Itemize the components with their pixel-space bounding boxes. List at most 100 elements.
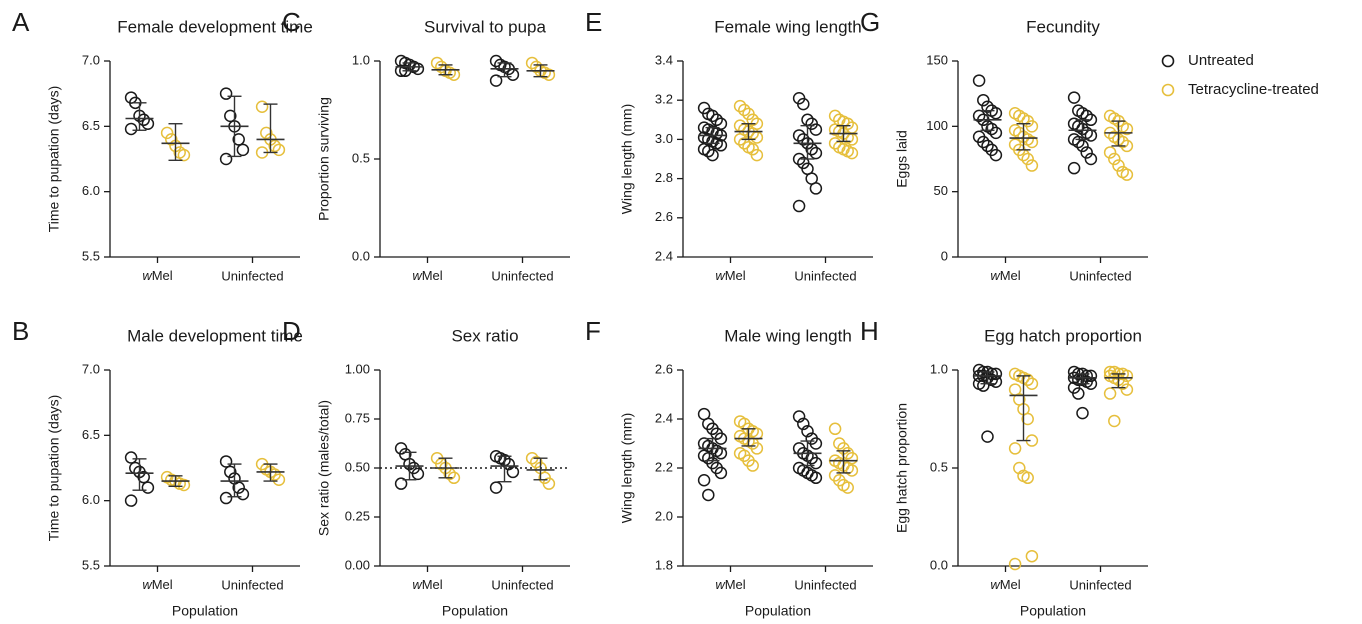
chart-title: Male development time xyxy=(127,326,303,345)
panel-letter: D xyxy=(282,316,301,346)
y-axis-label: Time to pupation (days) xyxy=(46,395,62,542)
data-point xyxy=(1021,412,1034,426)
data-point xyxy=(972,74,986,87)
data-point xyxy=(792,199,806,213)
data-point xyxy=(177,148,191,162)
y-tick-label: 3.0 xyxy=(655,131,673,146)
data-point xyxy=(219,87,233,100)
legend-label: Untreated xyxy=(1188,52,1254,69)
data-point xyxy=(977,379,990,392)
panel-letter: G xyxy=(860,7,880,37)
data-point xyxy=(750,148,764,162)
x-tick-label: Uninfected xyxy=(1069,577,1131,592)
data-point xyxy=(1108,414,1121,428)
data-point xyxy=(268,139,281,153)
data-point xyxy=(797,417,810,431)
y-tick-label: 7.0 xyxy=(82,52,100,67)
chart-title: Female development time xyxy=(117,17,313,36)
y-tick-label: 0.5 xyxy=(352,150,370,165)
x-tick-label: Uninfected xyxy=(491,577,553,592)
legend-marker xyxy=(1161,83,1175,97)
x-tick-label: Uninfected xyxy=(221,268,283,283)
y-tick-label: 0.5 xyxy=(930,459,948,474)
data-point xyxy=(1084,152,1098,166)
data-point xyxy=(411,62,425,76)
y-tick-label: 2.4 xyxy=(655,410,673,425)
data-point xyxy=(1008,557,1022,571)
y-tick-label: 0.25 xyxy=(345,508,370,523)
data-point xyxy=(738,137,751,150)
data-point xyxy=(1067,161,1081,175)
data-point xyxy=(160,126,174,140)
y-tick-label: 100 xyxy=(926,118,948,133)
data-point xyxy=(1021,471,1034,485)
data-point xyxy=(394,477,408,490)
data-point xyxy=(1080,109,1093,123)
x-tick-label: wMel xyxy=(142,577,172,592)
data-point xyxy=(1025,120,1039,133)
chart-title: Sex ratio xyxy=(451,326,518,345)
y-tick-label: 3.4 xyxy=(655,52,673,67)
data-point xyxy=(977,93,990,107)
data-point xyxy=(489,54,503,68)
y-axis-label: Egg hatch proportion xyxy=(894,403,910,533)
data-point xyxy=(706,109,719,123)
data-point xyxy=(733,99,747,113)
y-tick-label: 0 xyxy=(941,248,948,263)
x-tick-label: Uninfected xyxy=(221,577,283,592)
legend-label: Tetracycline-treated xyxy=(1188,81,1319,98)
data-point xyxy=(141,481,155,494)
y-tick-label: 2.6 xyxy=(655,361,673,376)
y-axis-label: Proportion surviving xyxy=(316,97,332,221)
data-point xyxy=(845,133,859,146)
data-point xyxy=(1120,168,1134,181)
data-point xyxy=(977,135,990,149)
chart-title: Male wing length xyxy=(724,326,852,345)
data-point xyxy=(1116,135,1129,149)
data-point xyxy=(750,442,764,455)
data-point xyxy=(124,451,138,464)
chart-title: Egg hatch proportion xyxy=(984,326,1142,345)
data-point xyxy=(411,467,425,481)
data-point xyxy=(1076,139,1089,153)
y-tick-label: 6.5 xyxy=(82,427,100,442)
data-point xyxy=(697,474,711,487)
data-point xyxy=(137,113,150,127)
data-point xyxy=(1103,146,1117,159)
y-tick-label: 2.8 xyxy=(655,170,673,185)
data-point xyxy=(801,425,814,438)
data-point xyxy=(542,68,556,81)
data-point xyxy=(1021,373,1034,387)
y-tick-label: 2.0 xyxy=(655,508,673,523)
x-tick-label: Uninfected xyxy=(794,577,856,592)
x-axis-label: Population xyxy=(1020,603,1086,619)
data-point xyxy=(1008,442,1022,455)
data-point xyxy=(1072,387,1085,400)
data-point xyxy=(232,133,245,146)
data-point xyxy=(219,491,233,505)
panel-letter: F xyxy=(585,316,601,346)
data-point xyxy=(165,133,178,146)
data-point xyxy=(702,488,715,502)
data-point xyxy=(828,137,842,150)
data-point xyxy=(809,146,823,160)
data-point xyxy=(841,481,854,494)
x-tick-label: wMel xyxy=(715,577,745,592)
panel-letter: C xyxy=(282,7,301,37)
y-tick-label: 6.0 xyxy=(82,492,100,507)
data-point xyxy=(714,139,728,152)
data-point xyxy=(260,126,273,140)
data-point xyxy=(1080,146,1093,159)
data-point xyxy=(489,74,503,87)
data-point xyxy=(989,107,1003,120)
x-axis-label: Population xyxy=(442,603,508,619)
y-tick-label: 6.0 xyxy=(82,183,100,198)
y-axis-label: Eggs laid xyxy=(894,130,910,188)
data-point xyxy=(714,466,728,480)
panel-letter: E xyxy=(585,7,602,37)
x-tick-label: Uninfected xyxy=(1069,268,1131,283)
y-tick-label: 3.2 xyxy=(655,92,673,107)
data-point xyxy=(702,144,715,158)
y-tick-label: 2.4 xyxy=(655,248,673,263)
